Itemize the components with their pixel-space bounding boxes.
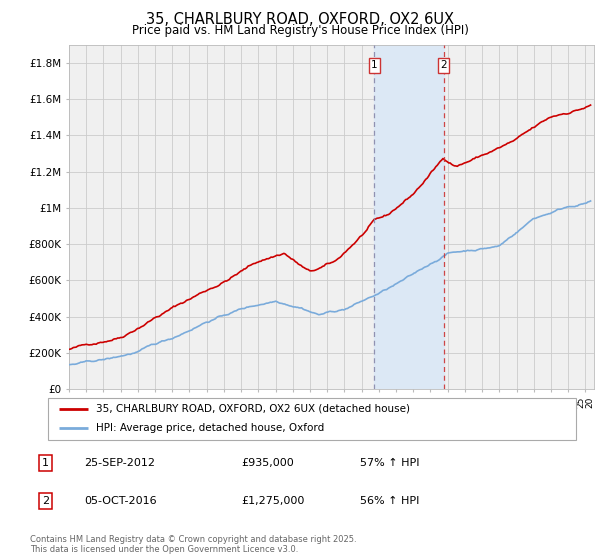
Text: 57% ↑ HPI: 57% ↑ HPI [360, 458, 419, 468]
Text: £935,000: £935,000 [241, 458, 294, 468]
FancyBboxPatch shape [48, 398, 576, 440]
Text: Contains HM Land Registry data © Crown copyright and database right 2025.
This d: Contains HM Land Registry data © Crown c… [30, 535, 356, 554]
Text: 2: 2 [440, 60, 447, 71]
Text: 56% ↑ HPI: 56% ↑ HPI [360, 496, 419, 506]
Text: £1,275,000: £1,275,000 [241, 496, 305, 506]
Text: 05-OCT-2016: 05-OCT-2016 [85, 496, 157, 506]
Text: 1: 1 [371, 60, 377, 71]
Text: 25-SEP-2012: 25-SEP-2012 [85, 458, 155, 468]
Text: 35, CHARLBURY ROAD, OXFORD, OX2 6UX (detached house): 35, CHARLBURY ROAD, OXFORD, OX2 6UX (det… [95, 404, 410, 414]
Text: HPI: Average price, detached house, Oxford: HPI: Average price, detached house, Oxfo… [95, 423, 324, 433]
Text: Price paid vs. HM Land Registry's House Price Index (HPI): Price paid vs. HM Land Registry's House … [131, 24, 469, 36]
Bar [374, 45, 443, 389]
Text: 35, CHARLBURY ROAD, OXFORD, OX2 6UX: 35, CHARLBURY ROAD, OXFORD, OX2 6UX [146, 12, 454, 27]
Text: 2: 2 [42, 496, 49, 506]
Text: 1: 1 [42, 458, 49, 468]
